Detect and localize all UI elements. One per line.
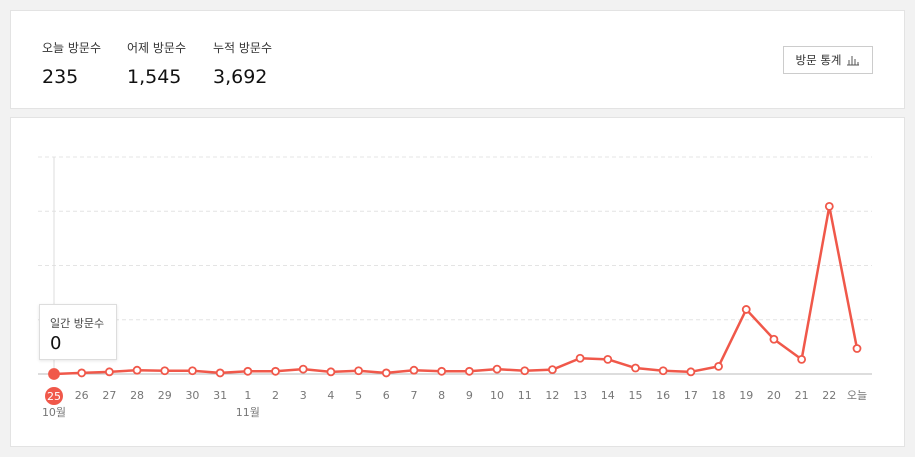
point	[741, 305, 751, 314]
x-tick-label: 16	[656, 389, 670, 402]
stat: 어제 방문수 1,545	[127, 39, 186, 88]
point	[714, 362, 723, 371]
point	[769, 334, 779, 344]
stat-value: 1,545	[127, 66, 182, 88]
point	[409, 365, 419, 375]
x-tick-label: 29	[158, 389, 172, 402]
point	[548, 365, 557, 375]
point	[381, 368, 391, 378]
point	[104, 367, 114, 377]
point	[520, 366, 530, 376]
x-tick-label: 28	[130, 389, 144, 402]
summary-card: 오늘 방문수 235 어제 방문수 1,545 누적 방문수 3,692 방문 통계	[10, 10, 905, 109]
point	[298, 364, 308, 374]
x-tick-label: 13	[573, 389, 587, 402]
stat: 누적 방문수 3,692	[213, 39, 272, 88]
point	[437, 366, 447, 376]
point	[575, 353, 585, 363]
x-tick-label: 9	[466, 389, 473, 402]
x-tick-label: 3	[300, 389, 307, 402]
stat-label: 오늘 방문수	[42, 41, 102, 55]
stats-button[interactable]: 방문 통계	[783, 46, 873, 74]
point	[160, 366, 170, 376]
point	[464, 366, 474, 376]
point	[132, 365, 142, 375]
x-tick-label: 6	[383, 389, 390, 402]
month-label: 11월	[236, 406, 260, 419]
x-tick-label: 19	[739, 389, 753, 402]
point	[824, 201, 834, 211]
x-tick-label: 오늘	[847, 389, 867, 402]
tooltip: 일간 방문수 0	[39, 304, 117, 360]
x-tick-label: 10	[490, 389, 504, 402]
button-label: 방문 통계	[795, 53, 842, 67]
x-tick-label: 26	[75, 389, 89, 402]
month-label: 10월	[42, 406, 66, 419]
point	[271, 366, 280, 376]
point	[48, 368, 60, 380]
line	[53, 205, 859, 376]
chart-card	[10, 117, 905, 447]
stat-value: 3,692	[213, 66, 268, 88]
x-tick-label: 1	[244, 389, 251, 402]
point	[243, 366, 253, 376]
stat-value: 235	[42, 66, 79, 88]
stat: 오늘 방문수 235	[42, 39, 101, 88]
x-tick-label: 21	[795, 389, 809, 402]
chart-icon	[847, 56, 860, 66]
x-tick-label: 30	[185, 389, 199, 402]
stat-label: 어제 방문수	[127, 41, 187, 55]
tooltip-value: 0	[50, 333, 62, 354]
x-tick-label: 22	[822, 389, 836, 402]
x-tick-label: 14	[601, 389, 615, 402]
point	[77, 368, 87, 378]
point	[852, 344, 862, 353]
x-tick-label: 4	[327, 389, 334, 402]
x-tick-label: 18	[712, 389, 726, 402]
x-tick-label: 25	[47, 390, 61, 403]
point	[686, 367, 696, 377]
x-tick-label: 17	[684, 389, 698, 402]
point	[603, 354, 613, 364]
point	[492, 364, 502, 374]
stat-label: 누적 방문수	[213, 41, 273, 55]
x-tick-label: 31	[213, 389, 227, 402]
point	[658, 366, 668, 376]
x-tick-label: 11	[518, 389, 532, 402]
point	[354, 366, 363, 376]
x-tick-label: 5	[355, 389, 362, 402]
point	[326, 367, 336, 377]
point	[215, 368, 225, 378]
point	[797, 354, 807, 364]
x-tick-label: 7	[410, 389, 417, 402]
x-tick-label: 27	[102, 389, 116, 402]
x-tick-label: 8	[438, 389, 445, 402]
x-tick-label: 15	[628, 389, 642, 402]
x-tick-label: 2	[272, 389, 279, 402]
x-tick-label: 12	[545, 389, 559, 402]
point	[631, 363, 640, 373]
point	[188, 366, 197, 376]
tooltip-label: 일간 방문수	[50, 317, 105, 330]
x-tick-label: 20	[767, 389, 781, 402]
selected-label-bg	[45, 387, 63, 405]
